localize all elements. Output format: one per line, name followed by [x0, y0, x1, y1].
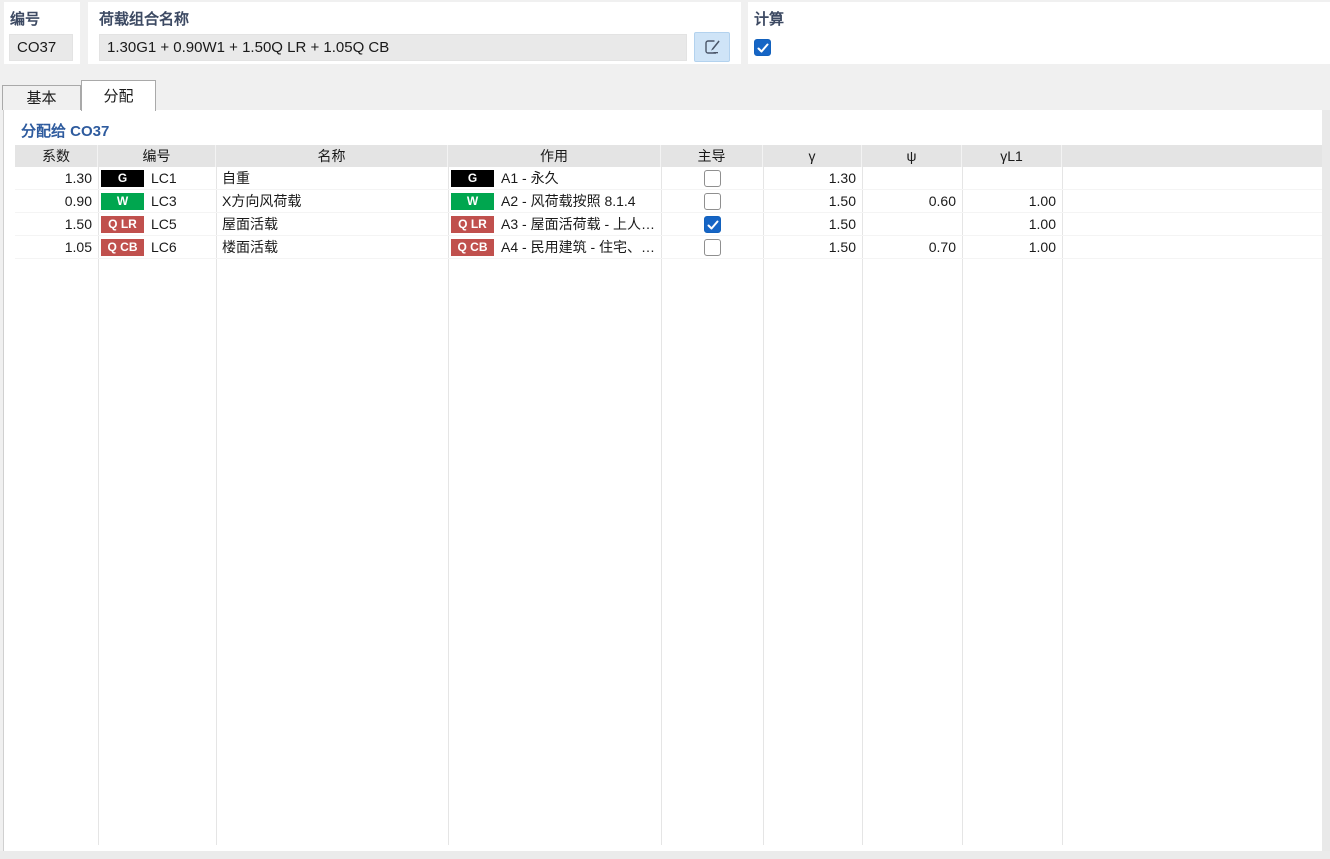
leading-checkbox[interactable]	[703, 238, 721, 256]
gammaL1-cell	[962, 167, 1062, 190]
leading-checkbox[interactable]	[703, 169, 721, 187]
column-divider	[763, 167, 764, 845]
assignment-table: 系数 编号 名称 作用 主导 γ ψ γL1 1.30 G LC1 自重 G A…	[15, 145, 1324, 259]
bottom-strip	[0, 851, 1330, 859]
leading-cell	[661, 167, 763, 190]
empty-cell	[1062, 190, 1324, 213]
table-row[interactable]: 1.50 Q LR LC5 屋面活载 Q LR A3 - 屋面活荷载 - 上人……	[15, 213, 1324, 236]
action-cell: Q CB A4 - 民用建筑 - 住宅、…	[448, 236, 661, 259]
gammaL1-cell: 1.00	[1028, 238, 1056, 255]
psi-cell	[862, 213, 962, 236]
combination-name-field[interactable]: 1.30G1 + 0.90W1 + 1.50Q LR + 1.05Q CB	[99, 34, 687, 61]
action-label: A2 - 风荷载按照 8.1.4	[501, 192, 636, 209]
action-type-badge: G	[451, 169, 494, 187]
column-header-empty	[1062, 145, 1324, 167]
column-divider	[1062, 167, 1063, 845]
section-heading: 分配给 CO37	[21, 123, 110, 140]
action-label: A1 - 永久	[501, 169, 559, 186]
loadcase-id: LC6	[151, 238, 177, 255]
column-divider	[661, 167, 662, 845]
psi-cell: 0.70	[928, 238, 956, 255]
number-label: 编号	[10, 11, 41, 28]
loadcase-type-badge: Q LR	[101, 215, 144, 233]
action-cell: Q LR A3 - 屋面活荷载 - 上人…	[448, 213, 661, 236]
number-card: 编号 CO37	[4, 2, 80, 64]
action-cell: W A2 - 风荷载按照 8.1.4	[448, 190, 661, 213]
calculate-card: 计算	[748, 2, 1330, 64]
column-header-factor: 系数	[15, 145, 98, 167]
gamma-cell: 1.30	[828, 169, 856, 186]
gamma-cell: 1.50	[828, 192, 856, 209]
loadcase-id: LC1	[151, 169, 177, 186]
gamma-cell: 1.50	[828, 238, 856, 255]
factor-cell: 1.30	[64, 169, 92, 186]
combination-name-label: 荷载组合名称	[99, 11, 190, 28]
action-type-badge: Q CB	[451, 238, 494, 256]
column-header-action: 作用	[448, 145, 661, 167]
leading-cell	[661, 213, 763, 236]
action-type-badge: W	[451, 192, 494, 210]
column-divider	[448, 167, 449, 845]
column-header-leading: 主导	[661, 145, 763, 167]
psi-cell: 0.60	[928, 192, 956, 209]
gammaL1-cell: 1.00	[1028, 192, 1056, 209]
column-divider	[98, 167, 99, 845]
loadcase-cell: Q LR LC5	[98, 213, 216, 236]
loadcase-name-cell: 楼面活载	[222, 238, 278, 255]
action-label: A4 - 民用建筑 - 住宅、…	[501, 238, 656, 255]
loadcase-name-cell: 自重	[222, 169, 250, 186]
loadcase-type-badge: W	[101, 192, 144, 210]
loadcase-cell: Q CB LC6	[98, 236, 216, 259]
gamma-cell: 1.50	[828, 215, 856, 232]
loadcase-id: LC3	[151, 192, 177, 209]
empty-cell	[1062, 213, 1324, 236]
leading-checkbox[interactable]	[703, 215, 721, 233]
assignment-panel: 分配给 CO37 系数 编号 名称 作用 主导 γ ψ γL1 1.30 G L…	[3, 110, 1330, 851]
calculate-label: 计算	[754, 11, 785, 28]
calculate-checkbox[interactable]	[754, 39, 771, 56]
loadcase-id: LC5	[151, 215, 177, 232]
empty-cell	[1062, 167, 1324, 190]
loadcase-type-badge: G	[101, 169, 144, 187]
table-row[interactable]: 0.90 W LC3 X方向风荷载 W A2 - 风荷载按照 8.1.4 1.5…	[15, 190, 1324, 213]
factor-cell: 1.50	[64, 215, 92, 232]
factor-cell: 0.90	[64, 192, 92, 209]
loadcase-name-cell: X方向风荷载	[222, 192, 302, 209]
loadcase-name-cell: 屋面活载	[222, 215, 278, 232]
right-gutter	[1322, 110, 1330, 859]
number-field[interactable]: CO37	[9, 34, 73, 61]
leading-cell	[661, 190, 763, 213]
table-row[interactable]: 1.05 Q CB LC6 楼面活载 Q CB A4 - 民用建筑 - 住宅、……	[15, 236, 1324, 259]
leading-cell	[661, 236, 763, 259]
rename-pencil-icon	[702, 37, 722, 57]
column-divider	[216, 167, 217, 845]
column-header-gammaL1: γL1	[962, 145, 1062, 167]
loadcase-cell: G LC1	[98, 167, 216, 190]
edit-name-button[interactable]	[694, 32, 730, 62]
table-header-row: 系数 编号 名称 作用 主导 γ ψ γL1	[15, 145, 1324, 167]
tab-basic[interactable]: 基本	[2, 85, 81, 110]
tab-assignment[interactable]: 分配	[81, 80, 156, 111]
factor-cell: 1.05	[64, 238, 92, 255]
column-header-gamma: γ	[763, 145, 862, 167]
column-header-name: 名称	[216, 145, 448, 167]
column-divider	[862, 167, 863, 845]
action-type-badge: Q LR	[451, 215, 494, 233]
leading-checkbox[interactable]	[703, 192, 721, 210]
column-header-number: 编号	[98, 145, 216, 167]
column-header-psi: ψ	[862, 145, 962, 167]
table-row[interactable]: 1.30 G LC1 自重 G A1 - 永久 1.30	[15, 167, 1324, 190]
empty-cell	[1062, 236, 1324, 259]
action-cell: G A1 - 永久	[448, 167, 661, 190]
action-label: A3 - 屋面活荷载 - 上人…	[501, 215, 656, 232]
combination-name-card: 荷载组合名称 1.30G1 + 0.90W1 + 1.50Q LR + 1.05…	[88, 2, 741, 64]
gammaL1-cell: 1.00	[1028, 215, 1056, 232]
psi-cell	[862, 167, 962, 190]
loadcase-type-badge: Q CB	[101, 238, 144, 256]
column-divider	[962, 167, 963, 845]
loadcase-cell: W LC3	[98, 190, 216, 213]
